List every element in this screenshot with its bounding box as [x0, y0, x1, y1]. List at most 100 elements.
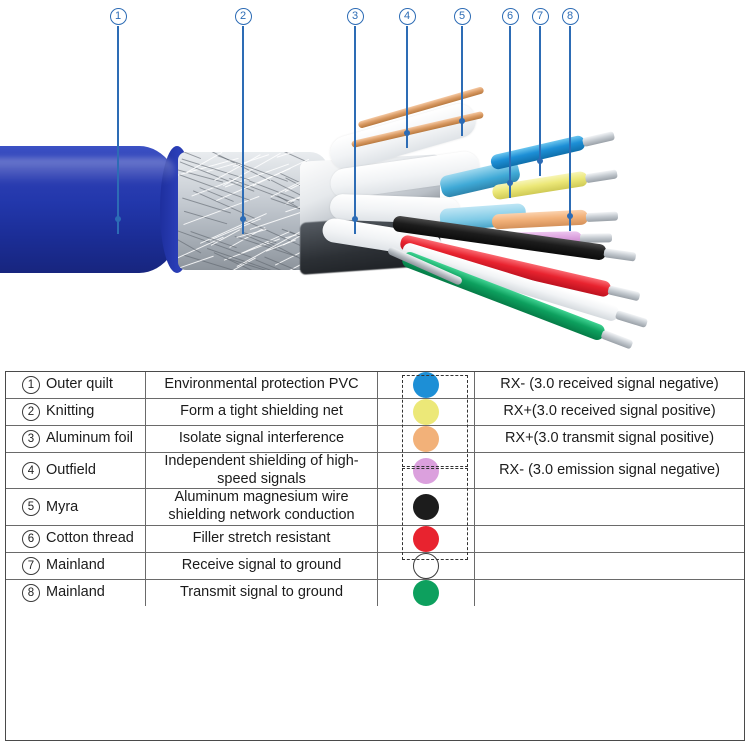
cell-description: Transmit signal to ground [146, 580, 378, 606]
row-number-circle-1: 1 [22, 376, 40, 394]
cell-description: Independent shielding of high-speed sign… [146, 453, 378, 488]
jacket-highlight [0, 158, 175, 184]
cell-part-name: 7 Mainland [6, 553, 146, 579]
callout-leader-line-1 [117, 26, 118, 234]
part-label: Myra [46, 499, 78, 516]
callout-number-4[interactable]: 4 [399, 8, 416, 25]
signal-text: RX+(3.0 received signal positive) [503, 403, 715, 420]
callout-leader-line-6 [509, 26, 510, 198]
table-row: 2 Knitting Form a tight shielding net RX+(3… [6, 399, 744, 426]
description-text: Environmental protection PVC [164, 376, 358, 394]
callout-number-8[interactable]: 8 [562, 8, 579, 25]
cell-wire-swatch [378, 426, 475, 452]
wire-green-conductor-tip [600, 330, 633, 350]
cell-wire-swatch [378, 526, 475, 552]
cell-signal-function: RX- (3.0 emission signal negative) [475, 453, 744, 488]
description-text: Transmit signal to ground [180, 584, 343, 602]
table-body: 1 Outer quilt Environmental protection PVC… [6, 372, 744, 606]
cell-part-name: 2 Knitting [6, 399, 146, 425]
description-text: Independent shielding of high-speed sign… [154, 453, 369, 488]
row-number-circle-3: 3 [22, 430, 40, 448]
callout-leader-line-7 [539, 26, 540, 176]
wire-white-conductor-tip [615, 310, 648, 328]
part-label: Outer quilt [46, 376, 113, 393]
cell-part-name: 8 Mainland [6, 580, 146, 606]
row-number-circle-5: 5 [22, 498, 40, 516]
callout-number-5[interactable]: 5 [454, 8, 471, 25]
callout-endpoint-dot-6 [507, 180, 513, 186]
wire-blue [490, 134, 587, 170]
cell-description: Receive signal to ground [146, 553, 378, 579]
wire-color-swatch-7 [413, 553, 439, 579]
cell-part-name: 6 Cotton thread [6, 526, 146, 552]
wire-orange-conductor-tip [586, 211, 618, 222]
table-row: 3 Aluminum foil Isolate signal interferenc… [6, 426, 744, 453]
cell-description: Aluminum magnesium wire shielding networ… [146, 489, 378, 524]
description-text: Form a tight shielding net [180, 403, 343, 421]
cell-description: Filler stretch resistant [146, 526, 378, 552]
wire-color-swatch-1 [413, 372, 439, 398]
wire-blue-conductor-tip [582, 131, 615, 147]
part-label: Knitting [46, 403, 94, 420]
cell-signal-function [475, 580, 744, 606]
description-text: Receive signal to ground [182, 557, 342, 575]
callout-endpoint-dot-3 [352, 216, 358, 222]
callout-number-3[interactable]: 3 [347, 8, 364, 25]
cell-part-name: 1 Outer quilt [6, 372, 146, 398]
table-row: 8 Mainland Transmit signal to ground [6, 580, 744, 606]
description-text: Aluminum magnesium wire shielding networ… [154, 489, 369, 524]
wire-red-conductor-tip [607, 285, 640, 301]
wire-color-swatch-6 [413, 526, 439, 552]
cell-description: Isolate signal interference [146, 426, 378, 452]
part-label: Cotton thread [46, 530, 134, 547]
callout-leader-line-8 [569, 26, 570, 231]
signal-text: RX- (3.0 emission signal negative) [499, 462, 720, 479]
cell-signal-function: RX+(3.0 transmit signal positive) [475, 426, 744, 452]
part-label: Outfield [46, 462, 96, 479]
cell-signal-function [475, 526, 744, 552]
signal-text: RX+(3.0 transmit signal positive) [505, 430, 714, 447]
cell-part-name: 4 Outfield [6, 453, 146, 488]
cell-description: Environmental protection PVC [146, 372, 378, 398]
wire-color-swatch-2 [413, 399, 439, 425]
row-number-circle-4: 4 [22, 462, 40, 480]
row-number-circle-8: 8 [22, 584, 40, 602]
wire-black-conductor-tip [603, 248, 636, 261]
table-row: 5 Myra Aluminum magnesium wire shielding n… [6, 489, 744, 525]
part-label: Mainland [46, 584, 105, 601]
table-row: 7 Mainland Receive signal to ground [6, 553, 744, 580]
callout-number-1[interactable]: 1 [110, 8, 127, 25]
wire-yellow-conductor-tip [585, 169, 618, 183]
callout-leader-line-2 [242, 26, 243, 234]
callout-leader-line-3 [354, 26, 355, 234]
description-text: Filler stretch resistant [193, 530, 331, 548]
cell-signal-function [475, 553, 744, 579]
callout-number-6[interactable]: 6 [502, 8, 519, 25]
cell-wire-swatch [378, 580, 475, 606]
cell-wire-swatch [378, 399, 475, 425]
callout-endpoint-dot-8 [567, 213, 573, 219]
wire-color-swatch-5 [413, 494, 439, 520]
signal-text: RX- (3.0 received signal negative) [500, 376, 718, 393]
callout-endpoint-dot-1 [115, 216, 121, 222]
row-number-circle-6: 6 [22, 530, 40, 548]
callout-number-7[interactable]: 7 [532, 8, 549, 25]
callout-endpoint-dot-7 [537, 158, 543, 164]
cell-wire-swatch [378, 453, 475, 488]
callout-endpoint-dot-4 [404, 130, 410, 136]
cell-description: Form a tight shielding net [146, 399, 378, 425]
row-number-circle-2: 2 [22, 403, 40, 421]
table-row: 4 Outfield Independent shielding of high-s… [6, 453, 744, 489]
table-row: 1 Outer quilt Environmental protection PVC… [6, 372, 744, 399]
cell-part-name: 3 Aluminum foil [6, 426, 146, 452]
cell-signal-function: RX- (3.0 received signal negative) [475, 372, 744, 398]
cell-wire-swatch [378, 372, 475, 398]
description-text: Isolate signal interference [179, 430, 344, 448]
callout-number-2[interactable]: 2 [235, 8, 252, 25]
wire-color-swatch-3 [413, 426, 439, 452]
callout-endpoint-dot-5 [459, 118, 465, 124]
cell-signal-function: RX+(3.0 received signal positive) [475, 399, 744, 425]
cell-wire-swatch [378, 489, 475, 524]
cable-cutaway-illustration: 1 2 3 4 5 678 [0, 0, 750, 362]
cell-wire-swatch [378, 553, 475, 579]
